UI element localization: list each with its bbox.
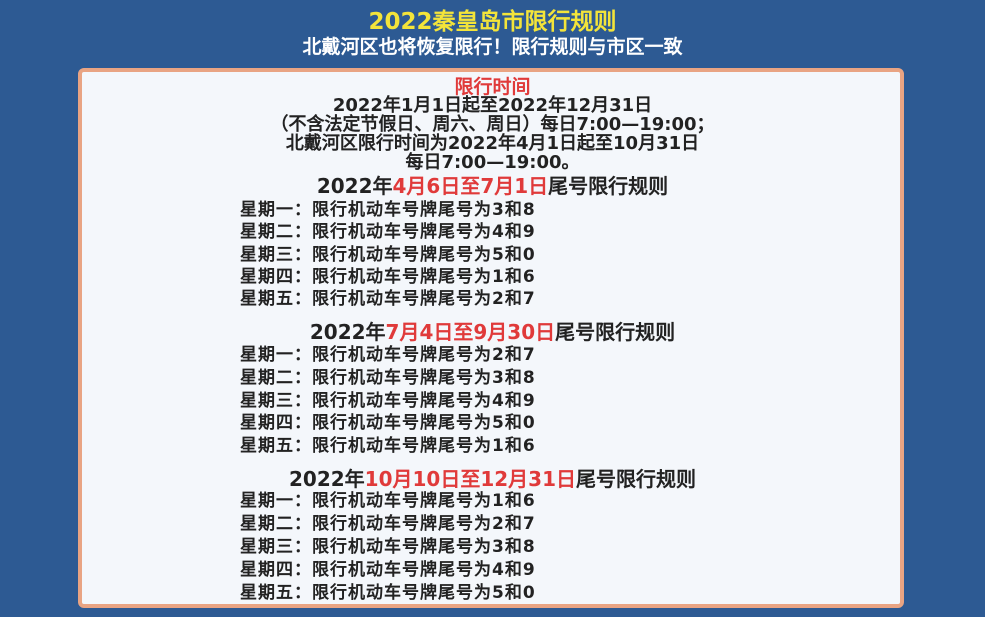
time-line-2: （不含法定节假日、周六、周日）每日7:00—19:00；: [270, 114, 715, 135]
rule-row: 星期五：限行机动车号牌尾号为1和6: [240, 436, 536, 456]
rule-row: 星期二：限行机动车号牌尾号为2和7: [240, 514, 536, 534]
rule-row: 星期一：限行机动车号牌尾号为3和8: [240, 200, 536, 220]
time-line-4: 每日7:00—19:00。: [405, 152, 580, 173]
rule-row: 星期三：限行机动车号牌尾号为3和8: [240, 537, 536, 557]
section-heading-1: 2022年4月6日至7月1日尾号限行规则: [316, 174, 669, 198]
rule-row: 星期一：限行机动车号牌尾号为2和7: [240, 345, 536, 365]
rule-row: 星期三：限行机动车号牌尾号为5和0: [240, 245, 536, 265]
rule-row: 星期五：限行机动车号牌尾号为5和0: [240, 583, 536, 603]
section-heading-2: 2022年7月4日至9月30日尾号限行规则: [309, 320, 676, 344]
time-line-1: 2022年1月1日起至2022年12月31日: [332, 95, 653, 116]
rule-row: 星期四：限行机动车号牌尾号为5和0: [240, 413, 536, 433]
rule-row: 星期四：限行机动车号牌尾号为1和6: [240, 267, 536, 287]
rule-row: 星期二：限行机动车号牌尾号为4和9: [240, 222, 536, 242]
poster-subtitle: 北戴河区也将恢复限行！限行规则与市区一致: [302, 36, 683, 58]
rule-row: 星期五：限行机动车号牌尾号为2和7: [240, 289, 536, 309]
time-heading: 限行时间: [454, 76, 531, 98]
section-heading-3: 2022年10月10日至12月31日尾号限行规则: [289, 467, 696, 491]
rule-row: 星期三：限行机动车号牌尾号为4和9: [240, 391, 536, 411]
rule-row: 星期一：限行机动车号牌尾号为1和6: [240, 491, 536, 511]
rules-card: [78, 68, 904, 608]
rule-row: 星期四：限行机动车号牌尾号为4和9: [240, 560, 536, 580]
time-line-3: 北戴河区限行时间为2022年4月1日起至10月31日: [285, 133, 700, 154]
rule-row: 星期二：限行机动车号牌尾号为3和8: [240, 368, 536, 388]
poster-title: 2022秦皇岛市限行规则: [368, 9, 617, 35]
